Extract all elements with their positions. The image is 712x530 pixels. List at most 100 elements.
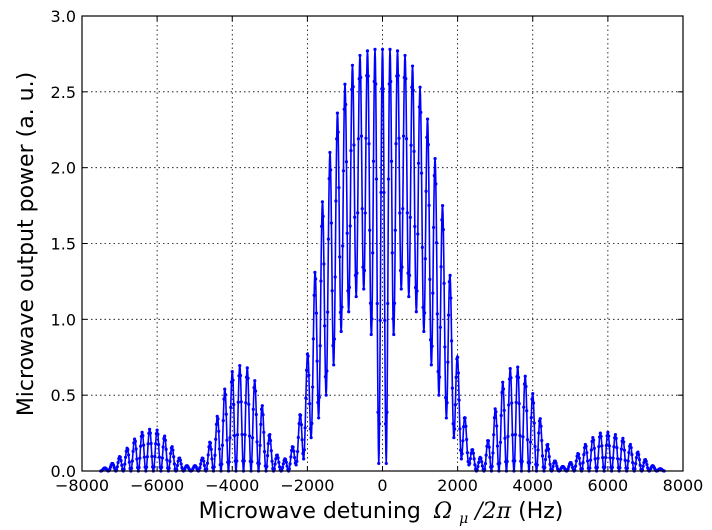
data-point: [591, 436, 595, 440]
data-point: [630, 453, 634, 457]
data-point: [420, 245, 424, 249]
data-point: [296, 435, 300, 440]
data-point: [111, 463, 116, 467]
data-point: [268, 433, 272, 437]
data-point: [347, 285, 352, 289]
data-point: [428, 338, 433, 342]
data-point: [302, 457, 306, 461]
data-point: [157, 442, 161, 447]
data-point: [483, 467, 487, 471]
data-point: [344, 160, 349, 164]
data-point: [477, 460, 481, 465]
data-point: [202, 463, 207, 468]
data-point: [214, 422, 219, 426]
data-point: [247, 402, 251, 406]
data-point: [235, 459, 239, 463]
data-point: [600, 444, 604, 448]
data-point: [555, 464, 559, 468]
data-point: [465, 437, 469, 442]
data-point: [398, 211, 402, 215]
data-point: [409, 143, 413, 147]
data-point: [135, 457, 139, 461]
data-point: [531, 392, 535, 396]
data-point: [342, 107, 346, 111]
data-point: [514, 400, 518, 405]
data-point: [619, 457, 623, 461]
data-point: [293, 455, 297, 460]
data-point: [382, 190, 386, 195]
data-point: [335, 137, 339, 141]
data-point: [614, 436, 618, 440]
data-point: [213, 453, 217, 457]
data-point: [401, 207, 405, 211]
data-point: [436, 369, 440, 374]
data-point: [311, 337, 315, 341]
data-point: [518, 433, 522, 438]
x-tick-label: −6000: [130, 476, 184, 495]
data-point: [450, 386, 454, 390]
data-point: [164, 447, 168, 451]
data-point: [373, 47, 377, 51]
data-point: [636, 450, 640, 454]
data-point: [359, 75, 363, 80]
data-point: [276, 456, 280, 460]
data-point: [253, 389, 258, 393]
x-tick-labels: −8000 −6000 −4000 −2000 0 2000 4000 6000 8000: [55, 476, 703, 495]
data-point: [608, 456, 612, 460]
data-point: [344, 102, 348, 107]
data-point: [501, 387, 506, 391]
data-point: [170, 445, 174, 449]
data-point: [413, 285, 418, 290]
data-point: [543, 457, 548, 462]
data-point: [335, 111, 340, 115]
data-point: [146, 442, 150, 446]
data-point: [307, 373, 311, 377]
data-point: [366, 74, 370, 78]
data-point: [326, 237, 331, 241]
data-point: [362, 287, 366, 291]
data-point: [610, 465, 614, 470]
data-point: [332, 363, 336, 367]
data-point: [266, 442, 270, 446]
data-point: [444, 395, 448, 400]
data-point: [589, 448, 593, 452]
data-point: [349, 149, 353, 153]
data-point: [623, 458, 627, 462]
data-point: [123, 462, 127, 466]
data-point: [476, 465, 480, 469]
data-point: [634, 462, 638, 466]
data-point: [355, 271, 359, 275]
data-point: [235, 433, 240, 437]
data-point: [570, 462, 574, 467]
data-point: [250, 436, 255, 440]
y-axis-label: Microwave output power (a. u.): [14, 72, 39, 416]
data-point: [214, 437, 218, 441]
data-point: [498, 461, 502, 465]
data-point: [540, 438, 544, 443]
data-point: [576, 452, 581, 456]
data-point: [585, 459, 590, 463]
data-point: [167, 466, 171, 470]
data-point: [179, 462, 183, 466]
data-point: [232, 402, 236, 407]
data-point: [525, 438, 530, 442]
data-point: [425, 135, 429, 139]
data-point: [243, 433, 247, 437]
data-point: [578, 462, 582, 466]
data-point: [323, 375, 328, 379]
data-point: [325, 369, 329, 373]
data-point: [231, 378, 235, 382]
data-point: [333, 275, 337, 279]
data-point: [220, 462, 224, 466]
data-point: [331, 343, 335, 348]
data-point: [389, 79, 393, 84]
data-point: [269, 449, 273, 453]
data-point: [454, 375, 458, 379]
data-point: [209, 447, 213, 451]
data-point: [210, 457, 214, 461]
data-point: [495, 424, 499, 428]
data-point: [206, 453, 210, 457]
data-point: [641, 464, 645, 468]
data-point: [255, 440, 259, 444]
